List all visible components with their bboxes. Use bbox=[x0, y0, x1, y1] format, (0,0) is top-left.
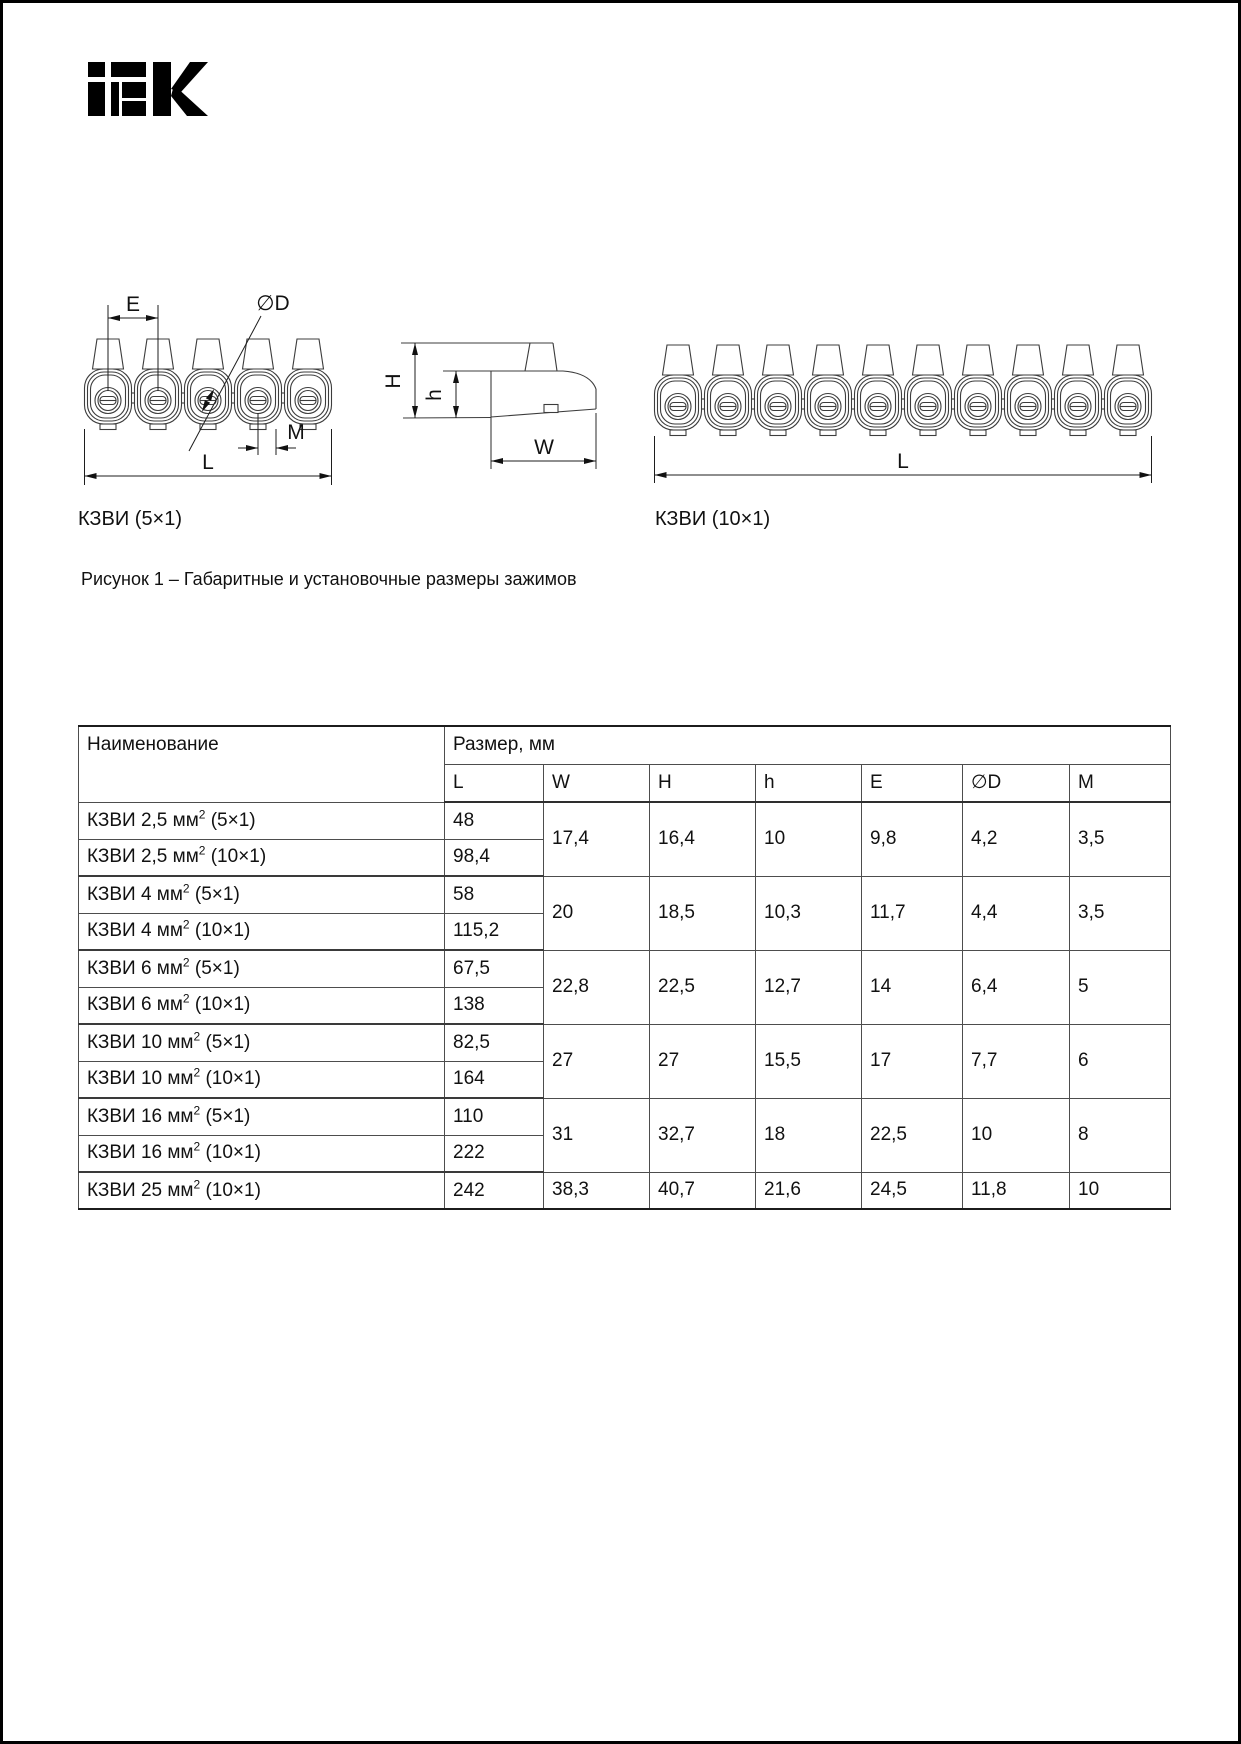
table-row: КЗВИ 4 мм2 (5×1) 58 20 18,5 10,3 11,7 4,… bbox=[78, 875, 1172, 951]
l-cell: 138 bbox=[444, 986, 544, 1025]
w-cell: 17,4 bbox=[543, 801, 650, 877]
dim-label-l: L bbox=[202, 451, 214, 474]
name-cell: КЗВИ 10 мм2 (10×1) bbox=[78, 1060, 445, 1099]
l-cell: 67,5 bbox=[444, 949, 544, 988]
h-cell: 32,7 bbox=[649, 1097, 756, 1173]
l-cell: 164 bbox=[444, 1060, 544, 1099]
w-cell: 20 bbox=[543, 875, 650, 951]
e-cell: 24,5 bbox=[861, 1171, 963, 1210]
w-cell: 38,3 bbox=[543, 1171, 650, 1210]
m-cell: 10 bbox=[1068, 1171, 1172, 1210]
caption-kzvi-10x1: КЗВИ (10×1) bbox=[655, 508, 771, 530]
d-cell: 7,7 bbox=[962, 1023, 1070, 1099]
table-row: КЗВИ 2,5 мм2 (5×1) 48 17,4 16,4 10 9,8 4… bbox=[78, 801, 1172, 877]
header-size: Размер, мм bbox=[443, 725, 1172, 765]
name-cell: КЗВИ 4 мм2 (10×1) bbox=[78, 912, 445, 951]
header-name: Наименование bbox=[78, 725, 445, 803]
name-cell: КЗВИ 10 мм2 (5×1) bbox=[78, 1023, 445, 1062]
l-cell: 222 bbox=[444, 1134, 544, 1173]
m-cell: 8 bbox=[1068, 1097, 1172, 1173]
dim-label-w: W bbox=[534, 436, 554, 459]
m-cell: 6 bbox=[1068, 1023, 1172, 1099]
m-cell: 3,5 bbox=[1068, 801, 1172, 877]
h-cell: 16,4 bbox=[649, 801, 756, 877]
table-row: КЗВИ 6 мм2 (5×1) 67,5 22,8 22,5 12,7 14 … bbox=[78, 949, 1172, 1025]
e-cell: 9,8 bbox=[861, 801, 963, 877]
name-cell: КЗВИ 2,5 мм2 (10×1) bbox=[78, 838, 445, 877]
name-cell: КЗВИ 2,5 мм2 (5×1) bbox=[78, 801, 445, 840]
drawing-kzvi-5x1-front: E ∅D M L bbox=[83, 292, 333, 485]
dim-label-l2: L bbox=[897, 450, 909, 473]
hs-cell: 10,3 bbox=[755, 875, 862, 951]
l-cell: 98,4 bbox=[444, 838, 544, 877]
header-dim-h: H bbox=[649, 763, 756, 803]
h-cell: 22,5 bbox=[649, 949, 756, 1025]
w-cell: 27 bbox=[543, 1023, 650, 1099]
dim-label-d: ∅D bbox=[256, 292, 289, 315]
l-cell: 48 bbox=[444, 801, 544, 840]
dimensions-table-container: Наименование Размер, мм L W H h E ∅D M К… bbox=[78, 725, 1172, 1210]
table-row: КЗВИ 25 мм2 (10×1) 242 38,3 40,7 21,6 24… bbox=[78, 1171, 1172, 1210]
name-cell: КЗВИ 6 мм2 (10×1) bbox=[78, 986, 445, 1025]
w-cell: 31 bbox=[543, 1097, 650, 1173]
l-cell: 115,2 bbox=[444, 912, 544, 951]
e-cell: 17 bbox=[861, 1023, 963, 1099]
header-dim-e: E bbox=[861, 763, 963, 803]
d-cell: 10 bbox=[962, 1097, 1070, 1173]
header-dim-d: ∅D bbox=[962, 763, 1070, 803]
iek-logo-graphic bbox=[88, 62, 208, 116]
iek-logo bbox=[88, 58, 208, 118]
table-row: КЗВИ 10 мм2 (10×1) 164 bbox=[78, 1060, 1171, 1099]
d-cell: 4,4 bbox=[962, 875, 1070, 951]
m-cell: 3,5 bbox=[1068, 875, 1172, 951]
dimensions-table: Наименование Размер, мм L W H h E ∅D M К… bbox=[78, 725, 1172, 1210]
hs-cell: 10 bbox=[755, 801, 862, 877]
l-cell: 242 bbox=[444, 1171, 544, 1210]
h-cell: 40,7 bbox=[649, 1171, 756, 1210]
m-cell: 5 bbox=[1068, 949, 1172, 1025]
table-row: КЗВИ 16 мм2 (5×1) 110 31 32,7 18 22,5 10… bbox=[78, 1097, 1172, 1173]
name-cell: КЗВИ 16 мм2 (5×1) bbox=[78, 1097, 445, 1136]
w-cell: 22,8 bbox=[543, 949, 650, 1025]
name-cell: КЗВИ 25 мм2 (10×1) bbox=[78, 1171, 445, 1210]
e-cell: 22,5 bbox=[861, 1097, 963, 1173]
drawing-kzvi-10x1-front: L bbox=[653, 344, 1153, 483]
hs-cell: 12,7 bbox=[755, 949, 862, 1025]
l-cell: 58 bbox=[444, 875, 544, 914]
d-cell: 11,8 bbox=[962, 1171, 1070, 1210]
figure-caption: Рисунок 1 – Габаритные и установочные ра… bbox=[81, 569, 577, 589]
dim-label-e: E bbox=[126, 293, 140, 316]
dim-label-h-small: h bbox=[423, 389, 446, 401]
caption-kzvi-5x1: КЗВИ (5×1) bbox=[78, 508, 183, 530]
d-cell: 4,2 bbox=[962, 801, 1070, 877]
table-row: КЗВИ 4 мм2 (10×1) 115,2 bbox=[78, 912, 1171, 951]
name-cell: КЗВИ 4 мм2 (5×1) bbox=[78, 875, 445, 914]
hs-cell: 18 bbox=[755, 1097, 862, 1173]
table-row: КЗВИ 10 мм2 (5×1) 82,5 27 27 15,5 17 7,7… bbox=[78, 1023, 1172, 1099]
header-dim-w: W bbox=[543, 763, 650, 803]
table-row: КЗВИ 2,5 мм2 (10×1) 98,4 bbox=[78, 838, 1171, 877]
hs-cell: 15,5 bbox=[755, 1023, 862, 1099]
drawing-kzvi-side-view: H h W bbox=[382, 342, 597, 469]
header-dim-l: L bbox=[444, 763, 544, 803]
h-cell: 18,5 bbox=[649, 875, 756, 951]
dim-label-h-cap: H bbox=[382, 373, 405, 388]
header-dim-hs: h bbox=[755, 763, 862, 803]
d-cell: 6,4 bbox=[962, 949, 1070, 1025]
table-row: КЗВИ 16 мм2 (10×1) 222 bbox=[78, 1134, 1171, 1173]
e-cell: 14 bbox=[861, 949, 963, 1025]
e-cell: 11,7 bbox=[861, 875, 963, 951]
l-cell: 82,5 bbox=[444, 1023, 544, 1062]
table-row: КЗВИ 6 мм2 (10×1) 138 bbox=[78, 986, 1171, 1025]
h-cell: 27 bbox=[649, 1023, 756, 1099]
header-dim-m: M bbox=[1068, 763, 1172, 803]
dim-label-m: M bbox=[287, 421, 305, 444]
name-cell: КЗВИ 16 мм2 (10×1) bbox=[78, 1134, 445, 1173]
l-cell: 110 bbox=[444, 1097, 544, 1136]
name-cell: КЗВИ 6 мм2 (5×1) bbox=[78, 949, 445, 988]
hs-cell: 21,6 bbox=[755, 1171, 862, 1210]
